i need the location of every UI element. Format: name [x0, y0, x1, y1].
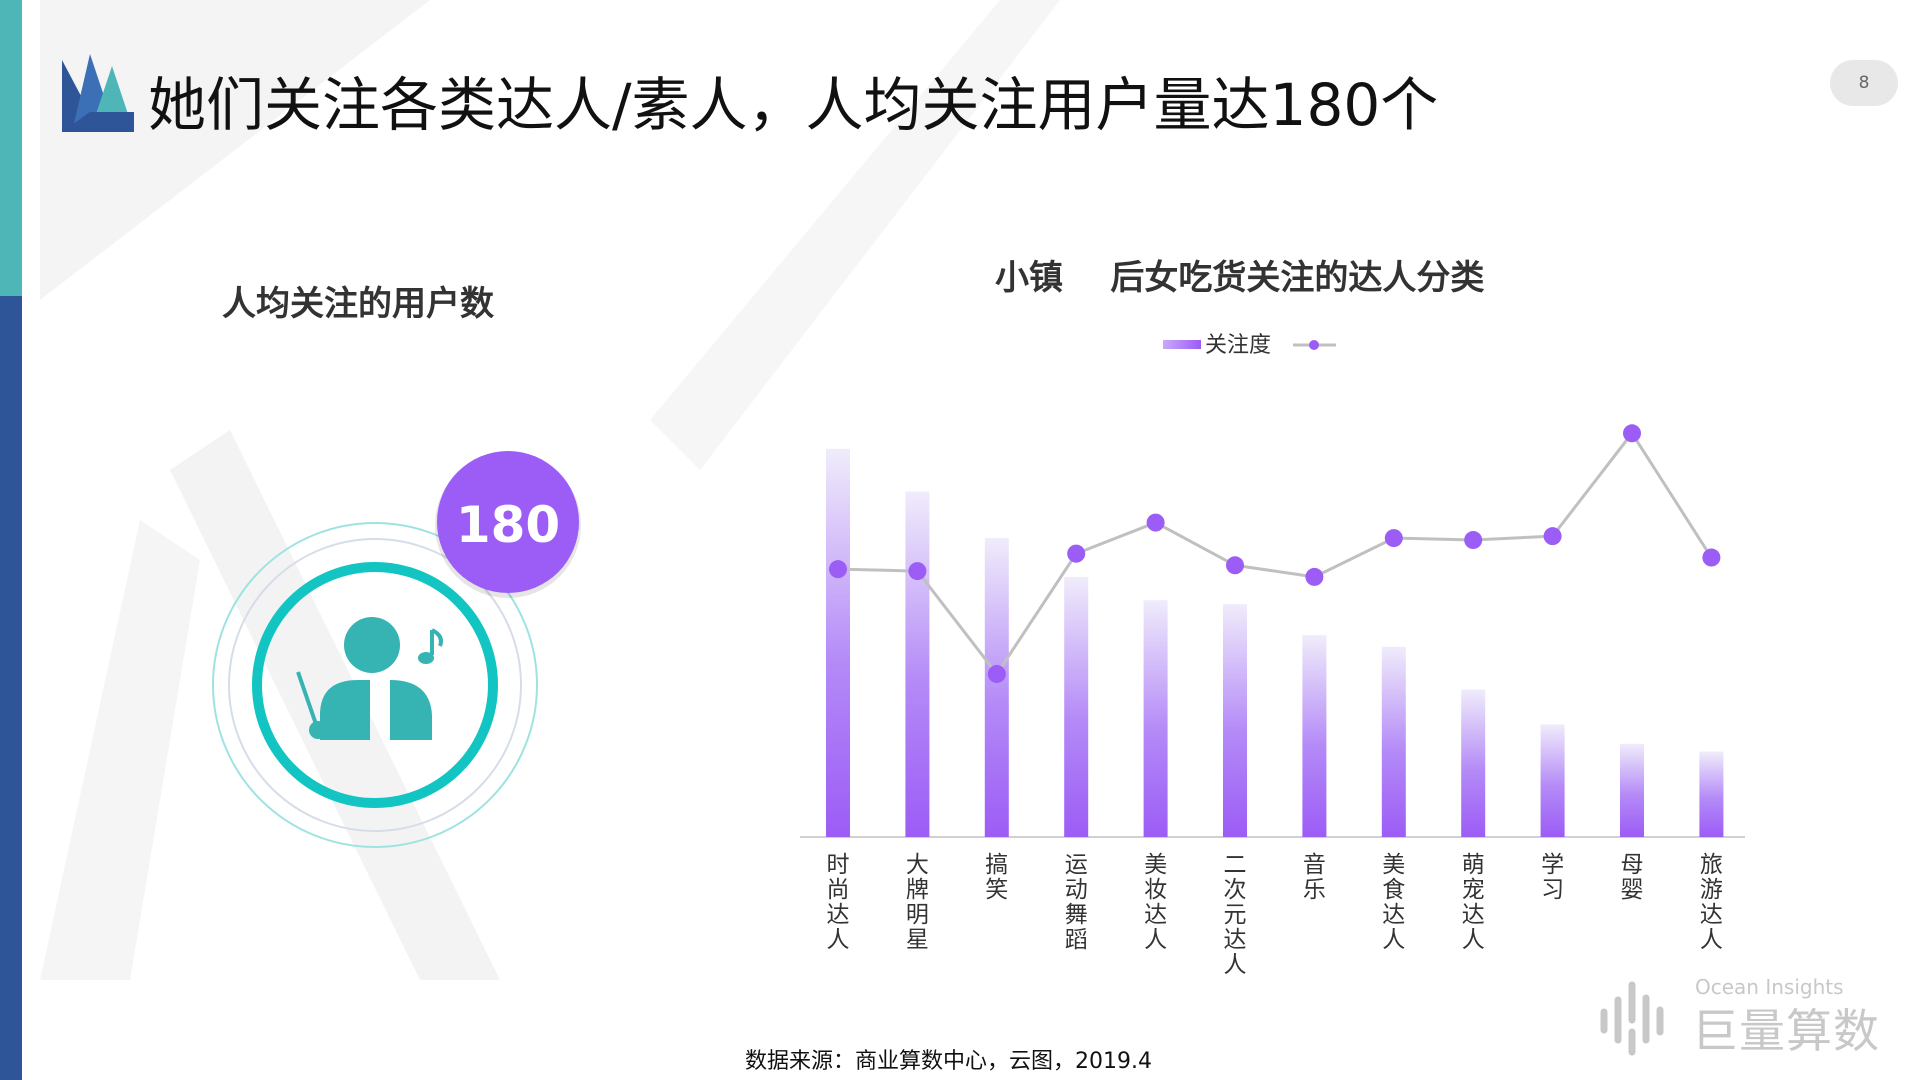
company-logo: [62, 54, 134, 132]
line-point-4: [1146, 513, 1165, 532]
brand-logo-mark: [1600, 981, 1664, 1056]
brand-name-chinese: 巨量算数: [1692, 1004, 1880, 1058]
brand-name-english: Ocean Insights: [1695, 975, 1844, 999]
bar-10: [1620, 743, 1644, 837]
x-tick-label-5: 二次元达人: [1224, 852, 1247, 978]
bar-1: [905, 491, 930, 837]
line-point-7: [1384, 529, 1403, 548]
accent-stripe-blue: [0, 296, 22, 1080]
line-point-10: [1623, 424, 1641, 443]
x-tick-label-1: 大牌明星: [906, 852, 929, 953]
x-tick-label-10: 母婴: [1621, 852, 1644, 903]
line-point-1: [908, 562, 927, 581]
x-tick-label-7: 美食达人: [1382, 852, 1405, 953]
x-tick-label-11: 旅游达人: [1700, 852, 1723, 953]
bar-11: [1699, 751, 1724, 837]
bar-9: [1540, 724, 1565, 837]
line-point-3: [1067, 544, 1086, 563]
bar-6: [1302, 635, 1327, 837]
line-point-5: [1226, 556, 1244, 575]
x-tick-label-2: 搞笑: [985, 852, 1008, 903]
conductor-music-icon: [212, 451, 581, 848]
bar-2: [984, 538, 1009, 837]
chart-legend: 关注度: [1163, 333, 1336, 358]
follow-category-chart: 关注度 时尚达人 大牌明星 搞笑 运动舞蹈 美妆达人 二次元达人 音乐 美食达人 萌宠达人 学习 母…: [800, 333, 1745, 978]
bar-4: [1143, 600, 1168, 837]
x-tick-label-8: 萌宠达人: [1462, 852, 1485, 953]
page-title: 她们关注各类达人/素人，人均关注用户量达180个: [148, 71, 1439, 139]
page-number-badge: 8: [1830, 60, 1898, 106]
bar-7: [1381, 646, 1406, 837]
avg-follow-value: 180: [455, 496, 561, 554]
avg-follow-title: 人均关注的用户数: [222, 284, 494, 324]
legend-line-marker: [1309, 340, 1319, 350]
legend-bar-swatch: [1163, 340, 1201, 349]
trend-line: [837, 430, 1713, 677]
bar-8: [1461, 689, 1486, 837]
x-tick-label-9: 学习: [1541, 852, 1564, 903]
data-source-note: 数据来源：商业算数中心，云图，2019.4: [745, 1049, 1152, 1074]
x-tick-label-4: 美妆达人: [1144, 852, 1167, 953]
line-point-8: [1464, 531, 1483, 550]
x-tick-label-0: 时尚达人: [827, 852, 850, 953]
legend-bar-label: 关注度: [1205, 333, 1271, 358]
line-point-6: [1305, 567, 1324, 586]
x-tick-label-6: 音乐: [1303, 852, 1326, 903]
line-point-9: [1543, 527, 1562, 546]
line-point-2: [987, 664, 1006, 683]
chart-title: 小镇 后女吃货关注的达人分类: [995, 258, 1485, 298]
bar-0: [826, 448, 850, 837]
line-point-11: [1702, 548, 1721, 567]
accent-stripe-teal: [0, 0, 22, 296]
bar-3: [1064, 576, 1089, 837]
bar-5: [1223, 604, 1247, 837]
x-tick-label-3: 运动舞蹈: [1065, 852, 1088, 953]
line-point-0: [829, 560, 847, 579]
